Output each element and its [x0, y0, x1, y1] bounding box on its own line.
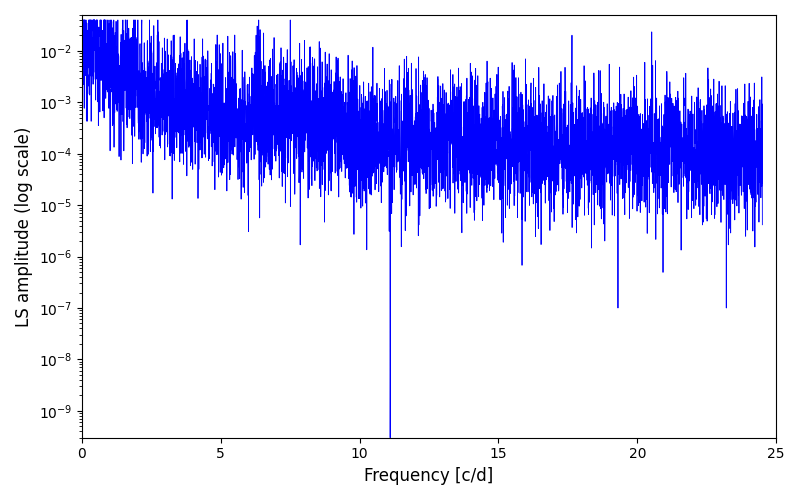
Y-axis label: LS amplitude (log scale): LS amplitude (log scale) — [15, 126, 33, 326]
X-axis label: Frequency [c/d]: Frequency [c/d] — [364, 467, 494, 485]
